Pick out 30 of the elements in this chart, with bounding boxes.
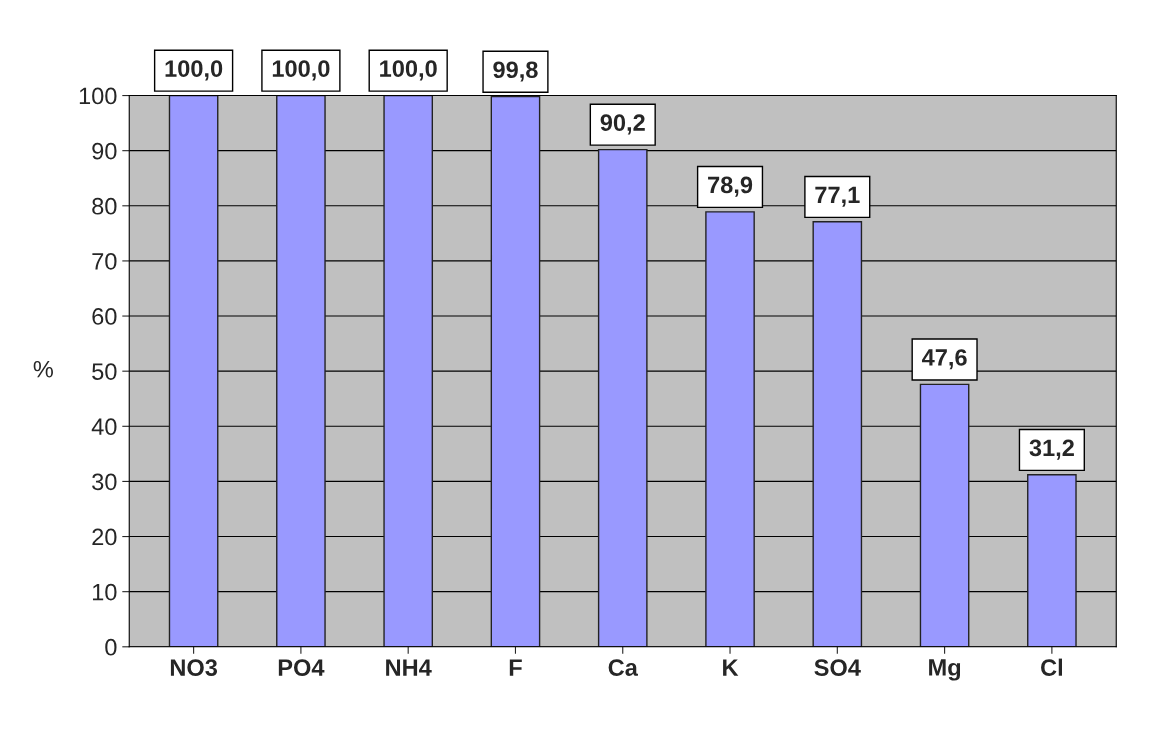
y-tick-label: 10 bbox=[92, 583, 117, 601]
data-label: 77,1 bbox=[815, 186, 860, 207]
x-tick-label: F bbox=[509, 659, 522, 676]
data-label: 100,0 bbox=[272, 60, 330, 81]
data-label: 99,8 bbox=[493, 61, 538, 82]
data-label: 47,6 bbox=[921, 349, 967, 370]
y-tick-label: 100 bbox=[79, 87, 117, 105]
data-label: 90,2 bbox=[600, 114, 645, 135]
x-tick-label: Cl bbox=[1041, 658, 1063, 676]
y-axis-title: % bbox=[33, 360, 53, 378]
y-tick-label: 90 bbox=[92, 142, 117, 160]
y-tick-label: 40 bbox=[91, 418, 117, 436]
x-tick-label: K bbox=[723, 659, 739, 676]
y-tick-label: 70 bbox=[92, 252, 117, 270]
x-tick-label: Mg bbox=[929, 659, 961, 681]
data-label: 31,2 bbox=[1029, 439, 1074, 460]
y-tick-label: 20 bbox=[92, 528, 117, 546]
data-label: 100,0 bbox=[165, 60, 223, 81]
y-tick-label: 80 bbox=[92, 197, 117, 215]
y-tick-label: 50 bbox=[92, 363, 117, 380]
x-tick-label: SO4 bbox=[814, 659, 861, 676]
x-tick-label: NH4 bbox=[386, 659, 432, 676]
y-tick-label: 30 bbox=[92, 473, 117, 491]
data-label: 100,0 bbox=[380, 60, 437, 81]
y-tick-label: 60 bbox=[92, 308, 117, 325]
data-label: 78,9 bbox=[708, 176, 753, 197]
x-tick-label: PO4 bbox=[278, 659, 325, 676]
y-tick-label: 0 bbox=[105, 638, 117, 656]
x-tick-label: Ca bbox=[608, 659, 638, 676]
x-tick-label: NO3 bbox=[170, 659, 218, 676]
